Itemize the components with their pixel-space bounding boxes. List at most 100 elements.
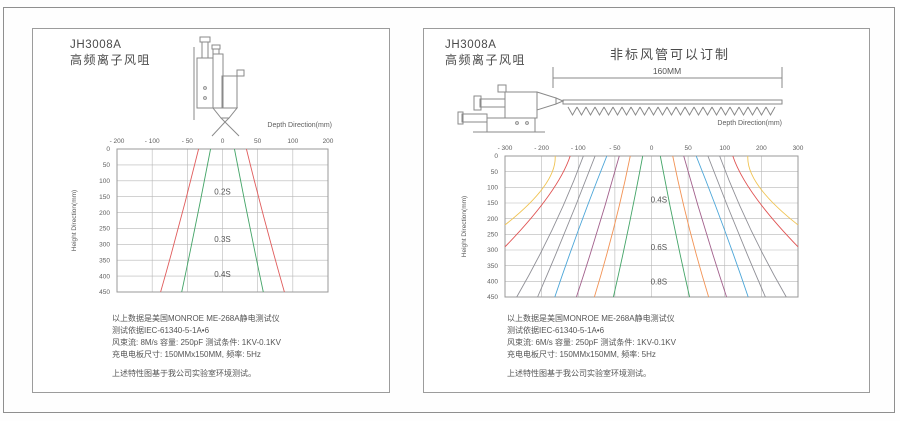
upper-air-fitting-stem [479,98,506,108]
height-axis-title: Height Direction(mm) [461,196,468,257]
left-depth-axis-title: Depth Direction(mm) [267,122,332,129]
y-tick-label: 250 [487,232,498,239]
y-tick-label: 100 [99,178,110,185]
y-tick-label: 200 [487,216,498,223]
curve-time-label: 0.8S [651,277,667,286]
y-tick-label: 50 [103,162,111,169]
contour-curve-purple-contour [575,155,620,298]
curve-time-label: 0.4S [214,270,230,279]
contour-curve-purple-contour [683,155,728,298]
air-inlet-stem [201,41,209,59]
cone-tip-line [220,117,226,123]
x-tick-label: 50 [254,138,262,145]
top-stub-fitting [497,84,507,93]
x-tick-label: 100 [287,138,298,145]
y-tick-label: 450 [99,289,110,296]
duct-characteristic-chart: - 300 - 200 - 100 - 50 0 50 100 200 300 0 50 100 150… [461,145,804,301]
note-line: 测试依据IEC-61340-5-1A•6 [507,326,605,335]
nozzle-cone [536,91,557,111]
y-tick-label: 450 [487,294,498,301]
x-tick-label: - 200 [110,138,125,145]
left-product-name: 高频离子风咀 [70,53,152,67]
y-tick-label: 300 [487,247,498,254]
air-duct-tube [562,99,783,105]
mount-plate [196,57,214,109]
contour-curve-yellow-outermost-contour [504,155,556,226]
screw-hole [525,121,529,125]
nozzle-characteristic-chart: - 200 - 100 - 50 0 50 100 200 0 50 100 150 200 250 30… [71,138,334,296]
y-tick-label: 150 [99,194,110,201]
air-inlet-cap [199,36,211,43]
x-tick-label: 0 [221,138,225,145]
contour-curve-orange-contour [593,155,631,298]
x-tick-label: - 100 [145,138,160,145]
y-tick-label: 400 [487,279,498,286]
side-fitting [236,69,245,77]
x-tick-label: 200 [756,145,767,152]
horizontal-nozzle-duct-diagram [457,84,783,133]
right-model-number: JH3008A [445,39,497,51]
x-tick-label: - 50 [609,145,621,152]
curve-time-label: 0.3S [214,235,230,244]
contour-curve-gray-inner-contour [707,155,766,298]
screw-hole [515,121,519,125]
contour-curve-green-innermost-contour [659,155,691,298]
nozzle-side-body [221,75,238,109]
right-product-name: 高频离子风咀 [445,53,527,67]
contour-curve-gray-outer-contour [516,155,584,298]
contour-curve-green-inner-contour [234,148,264,293]
note-line: 上述特性图基于我公司实验室环境测试。 [507,369,651,378]
y-tick-label: 150 [487,200,498,207]
duct-dimension-value: 160MM [653,66,681,76]
second-fitting-cap [211,44,221,50]
contour-curve-orange-contour [672,155,710,298]
contour-curve-blue-contour [554,155,608,298]
lower-air-fitting-stem [461,113,488,123]
y-tick-label: 250 [99,226,110,233]
left-title-block: JH3008A 高频离子风咀 [70,38,151,68]
cone-tip-line [224,117,230,123]
contour-curve-green-inner-contour [181,148,211,293]
contour-curve-red-outer-contour [160,148,200,293]
right-title-block: JH3008A 高频离子风咀 [445,38,526,68]
x-tick-label: - 100 [571,145,586,152]
left-model-number: JH3008A [70,39,122,51]
spray-line-left [211,121,226,137]
nozzle-body [504,91,538,119]
y-tick-label: 350 [487,263,498,270]
note-line: 以上数据是美国MONROE ME-268A静电测试仪 [112,314,280,323]
x-tick-label: 100 [719,145,730,152]
contour-curve-blue-contour [695,155,749,298]
lower-air-fitting-cap [457,111,464,125]
contour-curve-red-contour [504,155,571,248]
note-line: 上述特性图基于我公司实验室环境测试。 [112,369,256,378]
y-tick-label: 0 [106,146,110,153]
second-fitting-stem [212,48,220,55]
x-tick-label: - 50 [182,138,194,145]
contour-curve-red-contour [732,155,799,248]
nozzle-tip [555,97,565,105]
y-tick-label: 350 [99,257,110,264]
note-line: 测试依据IEC-61340-5-1A•6 [112,326,210,335]
left-test-notes: 以上数据是美国MONROE ME-268A静电测试仪 测试依据IEC-61340… [112,313,281,380]
contour-curve-green-innermost-contour [612,155,644,298]
note-line: 充电电板尺寸: 150MMx150MM, 频率: 5Hz [112,350,261,359]
curve-time-label: 0.2S [214,187,230,196]
contour-curve-gray-inner-contour [537,155,596,298]
duct-dimension-callout: 160MM [552,66,783,88]
x-tick-label: 50 [685,145,693,152]
screw-hole [203,86,207,90]
y-tick-label: 100 [487,185,498,192]
plot-border [504,155,799,298]
note-line: 以上数据是美国MONROE ME-268A静电测试仪 [507,314,675,323]
x-tick-label: 200 [323,138,334,145]
plot-border [116,148,329,293]
right-depth-axis-title: Depth Direction(mm) [717,120,782,127]
spray-line-right [224,121,240,137]
y-tick-label: 400 [99,273,110,280]
outer-border-frame [3,7,895,413]
contour-curve-yellow-outermost-contour [747,155,799,226]
height-axis-title: Height Direction(mm) [71,190,78,251]
y-tick-label: 0 [494,153,498,160]
